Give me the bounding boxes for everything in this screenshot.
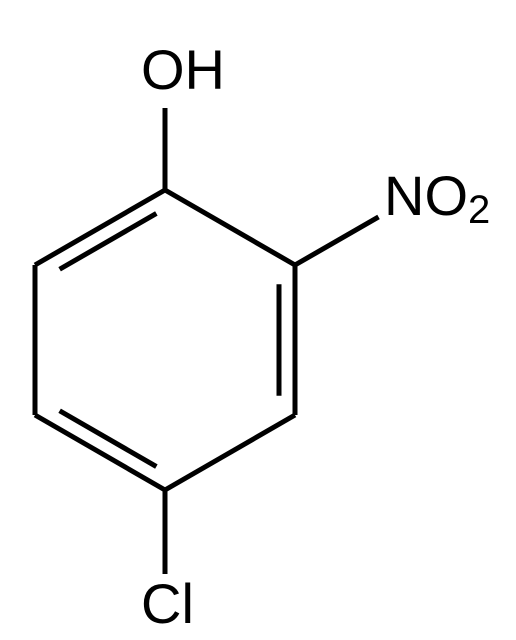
no2-label: NO2 xyxy=(384,164,490,232)
oh-label: OH xyxy=(141,38,225,101)
molecule-diagram: OH NO2 Cl xyxy=(0,0,516,640)
labels-layer: OH NO2 Cl xyxy=(141,38,490,635)
cl-label: Cl xyxy=(141,572,194,635)
bonds-layer xyxy=(35,108,379,574)
